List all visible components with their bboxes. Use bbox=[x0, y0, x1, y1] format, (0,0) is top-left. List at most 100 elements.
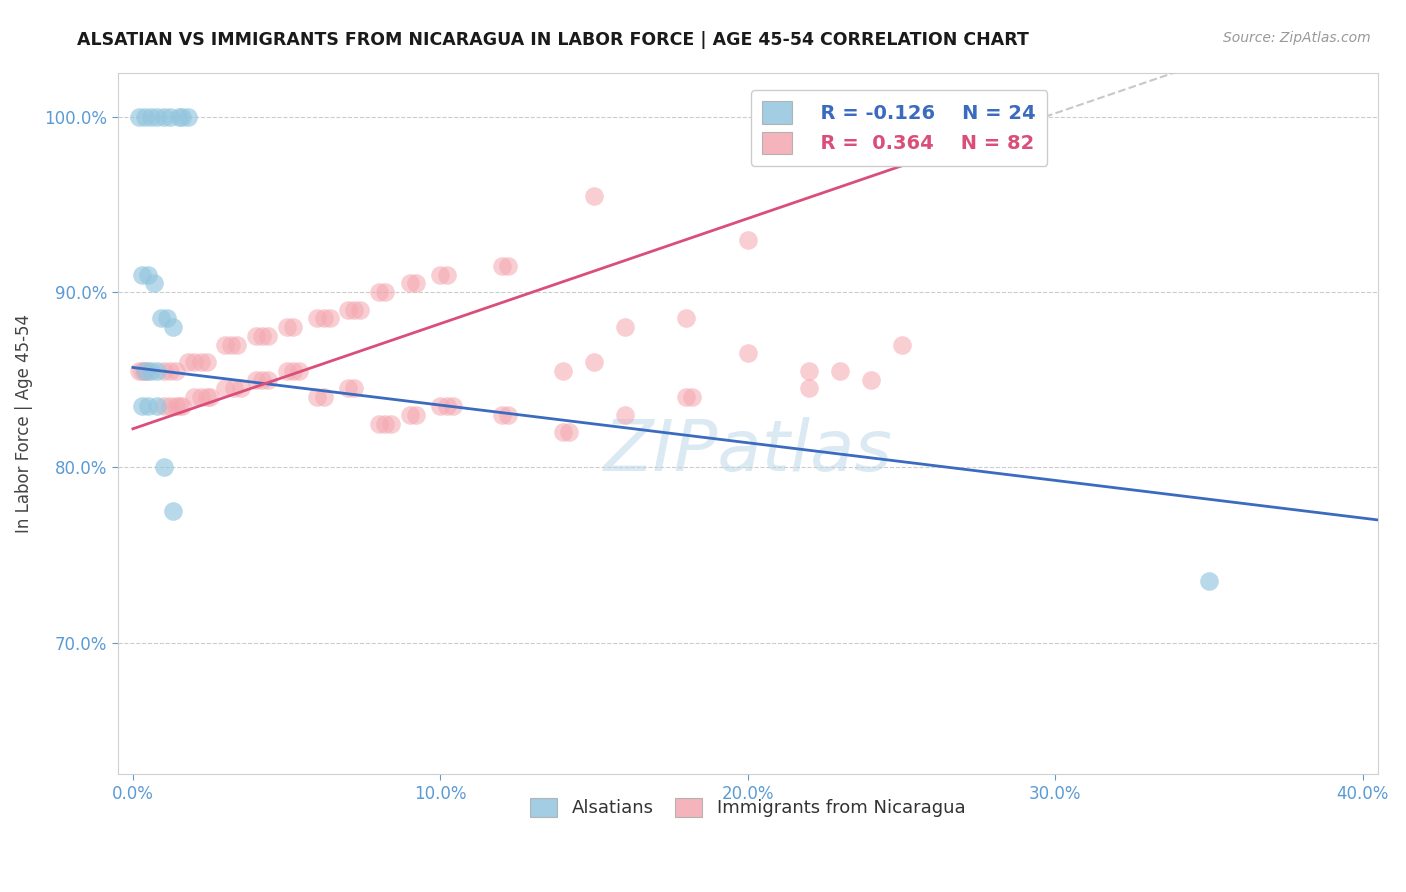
Point bbox=[349, 302, 371, 317]
Point bbox=[799, 382, 821, 396]
Point bbox=[343, 302, 366, 317]
Point bbox=[195, 355, 218, 369]
Point bbox=[229, 382, 252, 396]
Point bbox=[167, 399, 190, 413]
Point bbox=[131, 268, 153, 282]
Point bbox=[250, 329, 273, 343]
Point bbox=[276, 320, 298, 334]
Point bbox=[441, 399, 464, 413]
Point bbox=[146, 399, 169, 413]
Point bbox=[343, 382, 366, 396]
Point bbox=[131, 364, 153, 378]
Point bbox=[398, 408, 420, 422]
Point bbox=[337, 382, 360, 396]
Point bbox=[152, 364, 174, 378]
Point bbox=[312, 390, 335, 404]
Point bbox=[183, 390, 205, 404]
Point bbox=[380, 417, 402, 431]
Point bbox=[177, 110, 200, 124]
Point bbox=[152, 460, 174, 475]
Point bbox=[436, 399, 458, 413]
Point bbox=[190, 390, 212, 404]
Point bbox=[367, 417, 389, 431]
Point bbox=[131, 399, 153, 413]
Point bbox=[128, 110, 150, 124]
Point bbox=[143, 277, 166, 291]
Point bbox=[159, 364, 181, 378]
Point bbox=[890, 337, 912, 351]
Point bbox=[281, 364, 304, 378]
Point bbox=[558, 425, 581, 440]
Point bbox=[141, 364, 163, 378]
Point bbox=[128, 364, 150, 378]
Point bbox=[165, 364, 187, 378]
Point bbox=[491, 259, 513, 273]
Point bbox=[257, 329, 280, 343]
Point bbox=[141, 110, 163, 124]
Point bbox=[172, 399, 194, 413]
Point bbox=[152, 110, 174, 124]
Point bbox=[245, 329, 267, 343]
Point bbox=[177, 355, 200, 369]
Point bbox=[146, 110, 169, 124]
Point bbox=[162, 504, 184, 518]
Point bbox=[337, 302, 360, 317]
Point bbox=[613, 408, 636, 422]
Point bbox=[134, 110, 156, 124]
Point bbox=[134, 364, 156, 378]
Point bbox=[190, 355, 212, 369]
Point bbox=[374, 417, 396, 431]
Point bbox=[159, 110, 181, 124]
Point bbox=[553, 425, 575, 440]
Point bbox=[307, 311, 329, 326]
Point bbox=[162, 320, 184, 334]
Point bbox=[195, 390, 218, 404]
Point bbox=[613, 320, 636, 334]
Point bbox=[226, 337, 249, 351]
Point bbox=[245, 373, 267, 387]
Point bbox=[405, 277, 427, 291]
Point bbox=[682, 390, 704, 404]
Point bbox=[799, 364, 821, 378]
Point bbox=[224, 382, 246, 396]
Point bbox=[250, 373, 273, 387]
Point bbox=[737, 346, 759, 360]
Point bbox=[165, 399, 187, 413]
Point bbox=[367, 285, 389, 299]
Point bbox=[219, 337, 242, 351]
Point bbox=[167, 110, 190, 124]
Point bbox=[198, 390, 221, 404]
Text: Source: ZipAtlas.com: Source: ZipAtlas.com bbox=[1223, 31, 1371, 45]
Legend: Alsatians, Immigrants from Nicaragua: Alsatians, Immigrants from Nicaragua bbox=[523, 790, 973, 825]
Point bbox=[257, 373, 280, 387]
Point bbox=[183, 355, 205, 369]
Y-axis label: In Labor Force | Age 45-54: In Labor Force | Age 45-54 bbox=[15, 314, 32, 533]
Point bbox=[312, 311, 335, 326]
Point bbox=[429, 399, 451, 413]
Point bbox=[146, 364, 169, 378]
Point bbox=[172, 110, 194, 124]
Point bbox=[136, 399, 159, 413]
Point bbox=[156, 311, 179, 326]
Point bbox=[859, 373, 882, 387]
Point bbox=[737, 233, 759, 247]
Point bbox=[436, 268, 458, 282]
Point bbox=[136, 364, 159, 378]
Point bbox=[136, 268, 159, 282]
Point bbox=[496, 259, 519, 273]
Point bbox=[583, 355, 606, 369]
Point bbox=[496, 408, 519, 422]
Point bbox=[276, 364, 298, 378]
Point bbox=[318, 311, 340, 326]
Point bbox=[281, 320, 304, 334]
Point bbox=[491, 408, 513, 422]
Point bbox=[149, 311, 172, 326]
Point bbox=[214, 337, 236, 351]
Point bbox=[374, 285, 396, 299]
Point bbox=[134, 364, 156, 378]
Point bbox=[398, 277, 420, 291]
Point bbox=[675, 390, 697, 404]
Point bbox=[288, 364, 311, 378]
Point bbox=[675, 311, 697, 326]
Point bbox=[1198, 574, 1220, 589]
